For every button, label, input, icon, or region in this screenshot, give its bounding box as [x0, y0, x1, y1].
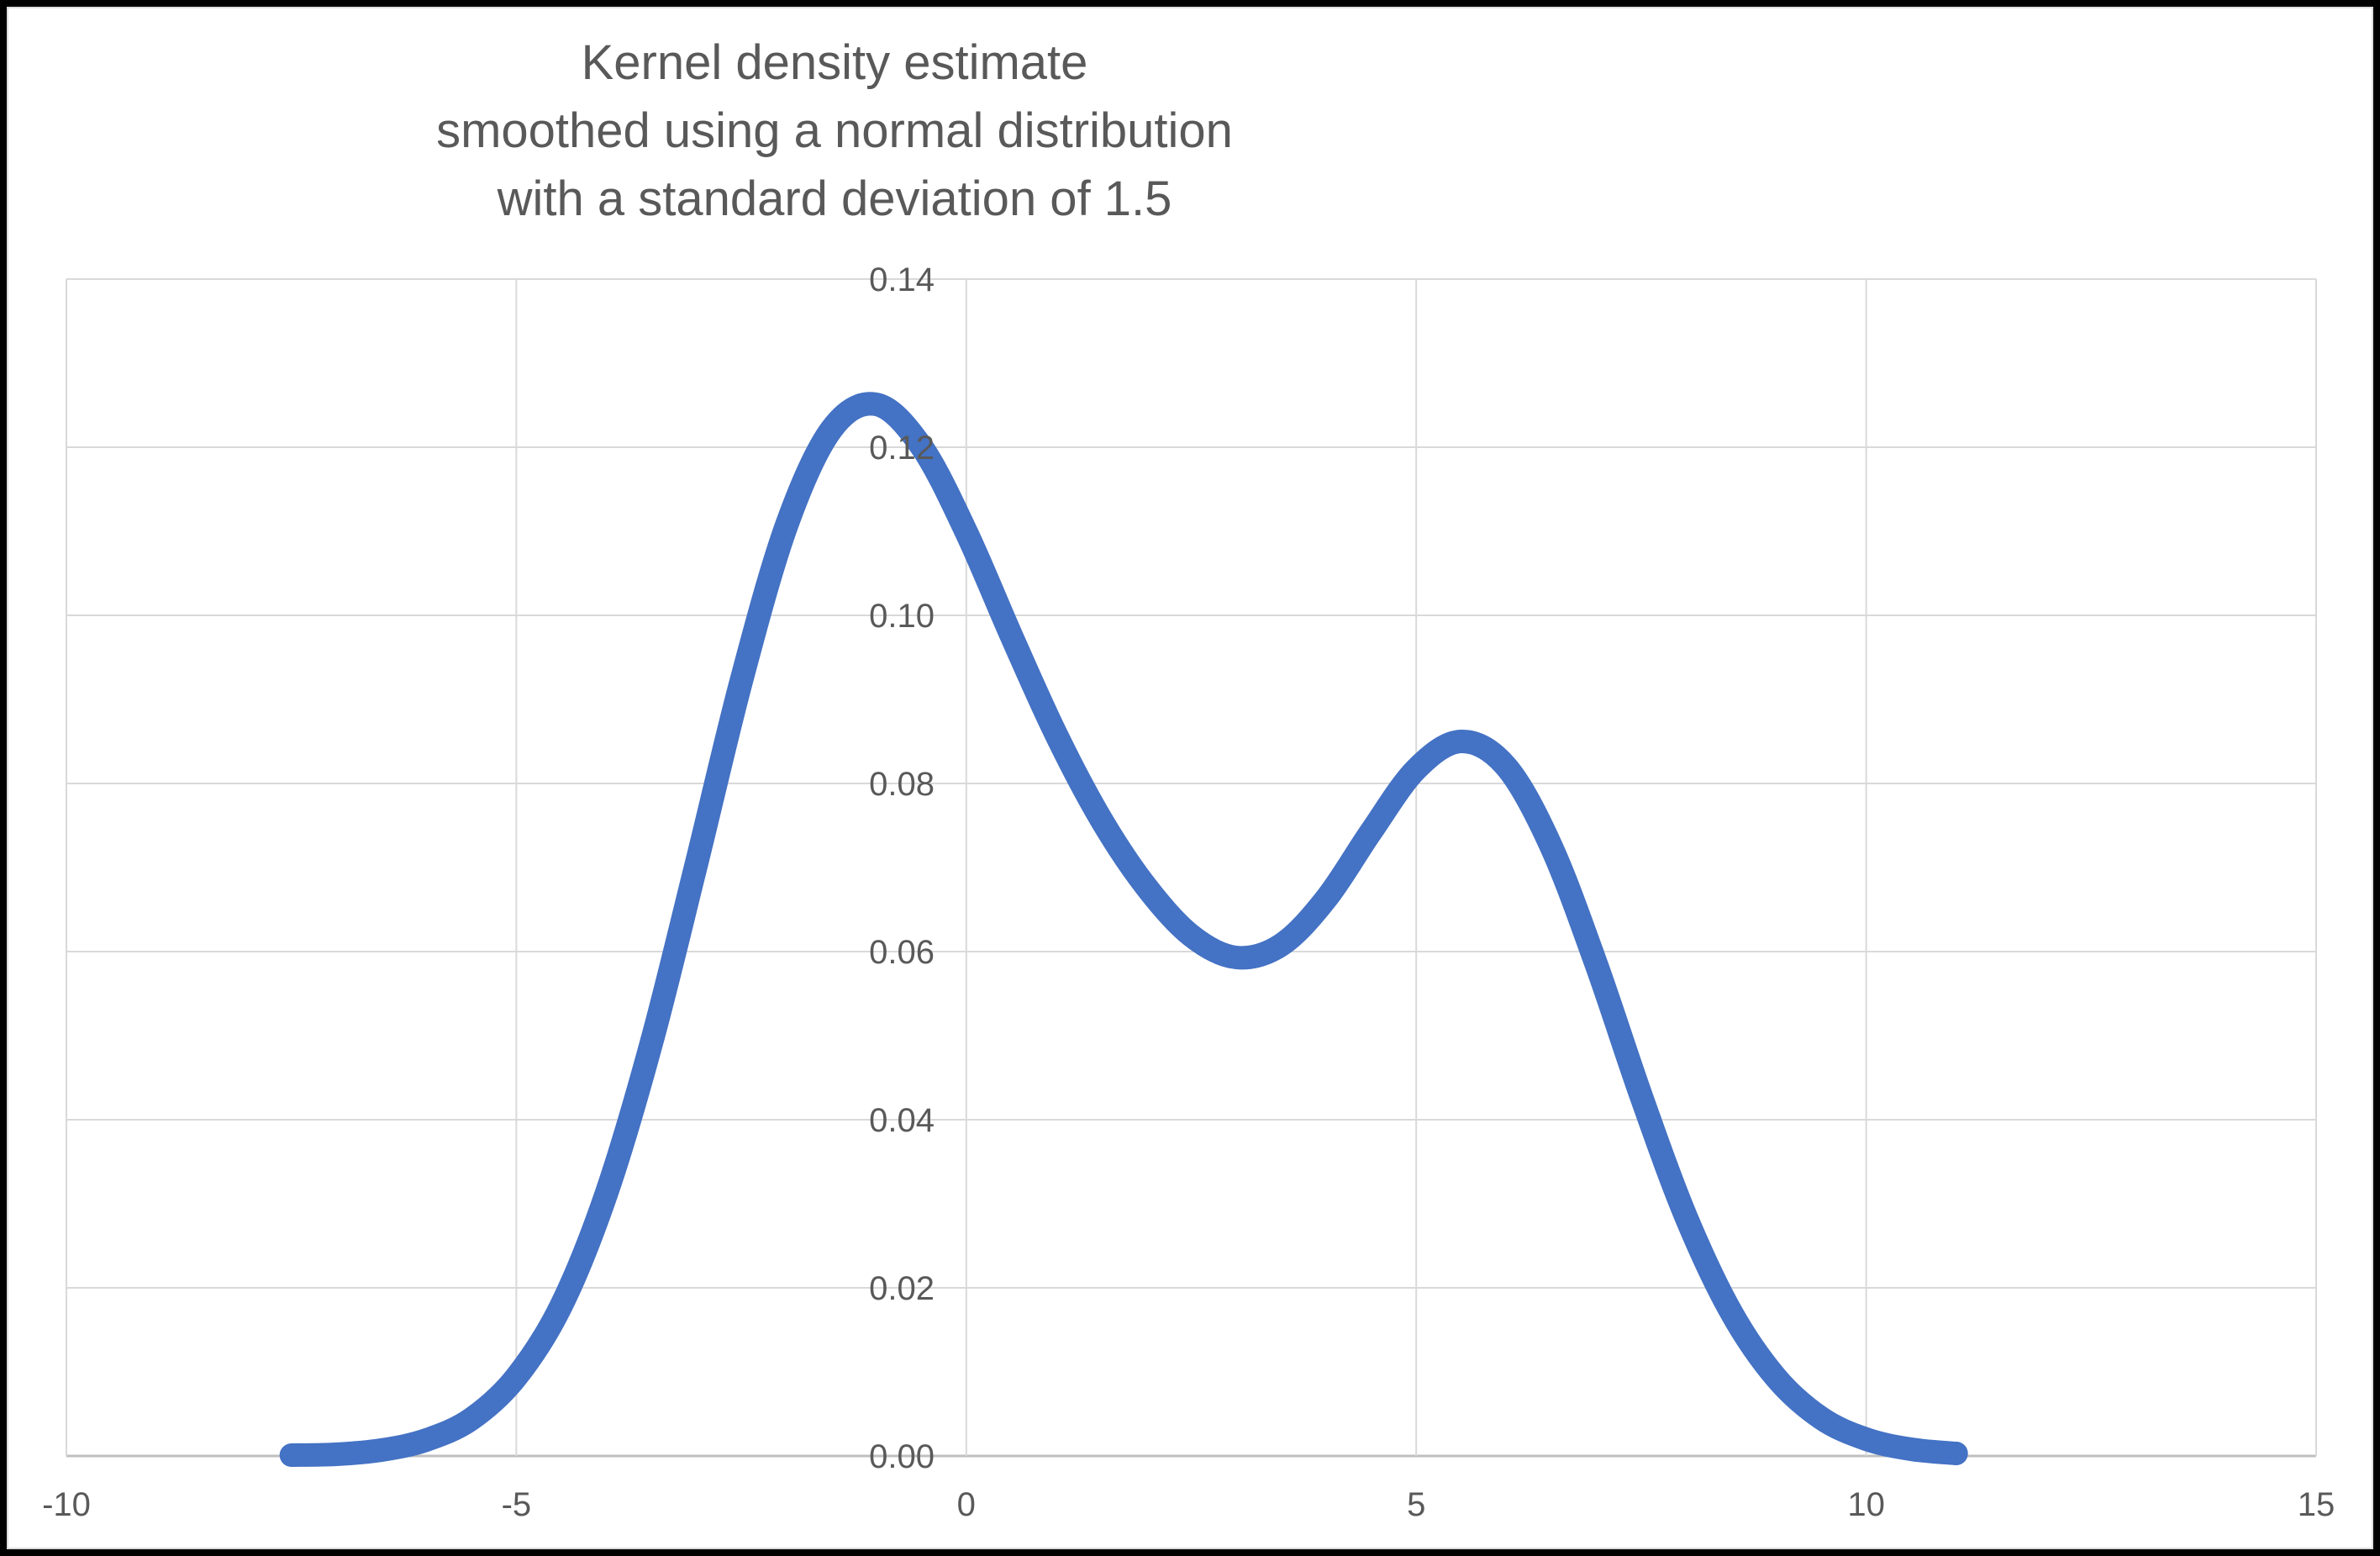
x-axis-tick-labels: -10 -5 0 5 10 15 — [42, 1486, 2335, 1523]
y-tick-label: 0.00 — [869, 1438, 935, 1475]
chart-title-line-1: Kernel density estimate — [581, 35, 1088, 90]
horizontal-gridlines — [66, 278, 2316, 1458]
x-tick-label: 0 — [957, 1486, 976, 1523]
chart-title-line-3: with a standard deviation of 1.5 — [497, 171, 1172, 226]
chart-title-line-2: smoothed using a normal distribution — [436, 103, 1233, 158]
y-tick-label: 0.14 — [869, 261, 935, 298]
y-tick-label: 0.06 — [869, 934, 935, 971]
y-tick-label: 0.08 — [869, 766, 935, 803]
x-tick-label: 10 — [1847, 1486, 1885, 1523]
x-tick-label: 15 — [2298, 1486, 2335, 1523]
y-tick-label: 0.02 — [869, 1270, 935, 1307]
chart-title: Kernel density estimate smoothed using a… — [436, 29, 1233, 233]
y-tick-label: 0.10 — [869, 598, 935, 635]
vertical-gridlines — [66, 279, 2317, 1456]
y-tick-label: 0.04 — [869, 1102, 935, 1139]
y-tick-label: 0.12 — [869, 430, 935, 467]
x-tick-label: -10 — [42, 1486, 91, 1523]
kde-curve — [279, 392, 1968, 1467]
x-tick-label: -5 — [502, 1486, 532, 1523]
y-axis-tick-labels: 0.00 0.02 0.04 0.06 0.08 0.10 0.12 0.14 — [869, 261, 935, 1475]
x-tick-label: 5 — [1407, 1486, 1425, 1523]
